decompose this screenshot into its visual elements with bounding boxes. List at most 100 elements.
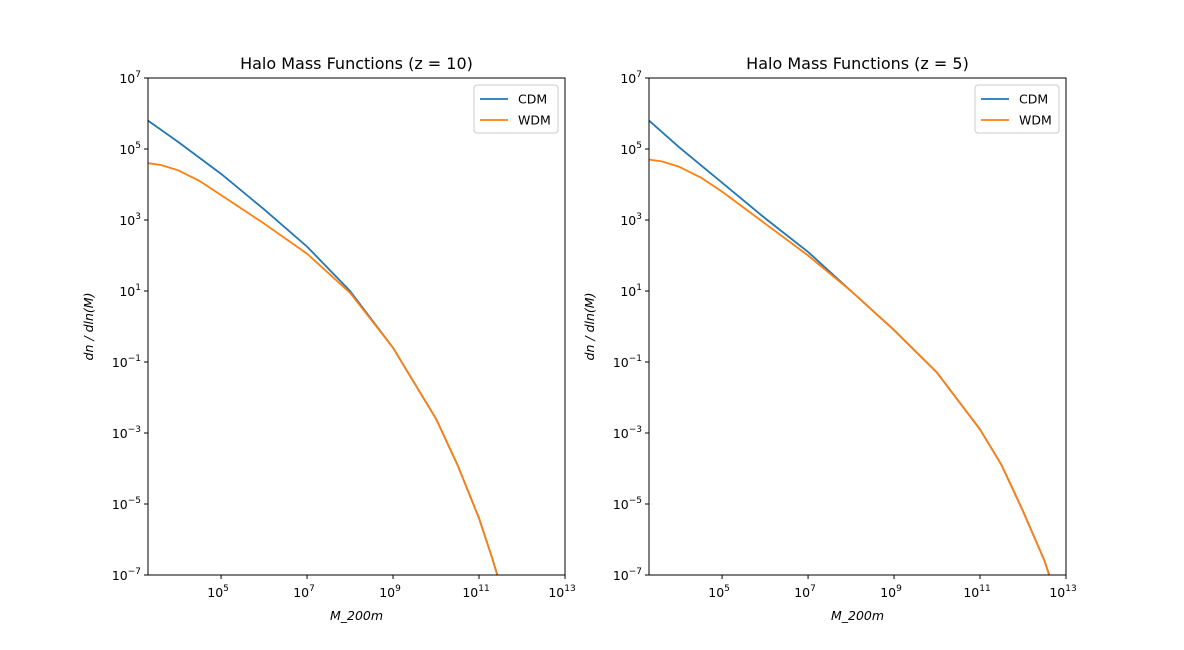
x-tick-exp: 9	[896, 584, 902, 594]
x-tick-base: 10	[880, 585, 896, 600]
series-line-cdm	[148, 119, 499, 575]
y-tick-label: 10−7	[613, 567, 642, 583]
y-tick-label: 10−5	[112, 496, 141, 512]
y-tick-label: 103	[119, 212, 141, 228]
y-tick-label: 107	[620, 70, 642, 86]
legend-label-cdm: CDM	[518, 92, 547, 107]
x-axis-label: M_200m	[330, 608, 383, 623]
x-tick-exp: 7	[810, 584, 816, 594]
x-tick-base: 10	[708, 585, 724, 600]
y-tick-label: 10−5	[613, 496, 642, 512]
x-tick-label: 1013	[1049, 584, 1076, 600]
x-tick-exp: 9	[395, 584, 401, 594]
x-tick-exp: 13	[1065, 584, 1076, 594]
y-tick-base: 10	[119, 71, 135, 86]
y-tick-exp: 7	[636, 70, 642, 80]
y-tick-exp: −1	[629, 354, 642, 364]
y-tick-label: 10−7	[112, 567, 141, 583]
x-tick-label: 109	[379, 584, 401, 600]
x-tick-base: 10	[293, 585, 309, 600]
x-tick-label: 105	[207, 584, 229, 600]
y-tick-exp: 1	[636, 283, 642, 293]
y-tick-base: 10	[620, 142, 636, 157]
y-tick-label: 101	[119, 283, 141, 299]
y-tick-exp: −3	[128, 425, 141, 435]
y-axis-label: dn / dln(M)	[81, 293, 96, 361]
y-tick-label: 10−1	[112, 354, 141, 370]
x-tick-base: 10	[462, 585, 478, 600]
x-tick-exp: 7	[309, 584, 315, 594]
chart-title: Halo Mass Functions (z = 5)	[746, 54, 969, 73]
y-tick-label: 10−3	[613, 425, 642, 441]
y-tick-exp: 3	[636, 212, 642, 222]
x-tick-exp: 11	[979, 584, 990, 594]
y-tick-base: 10	[112, 568, 128, 583]
y-tick-exp: 7	[135, 70, 141, 80]
y-tick-exp: 5	[135, 141, 141, 151]
y-tick-label: 107	[119, 70, 141, 86]
y-tick-exp: 1	[135, 283, 141, 293]
y-tick-label: 10−3	[112, 425, 141, 441]
x-tick-label: 1011	[963, 584, 990, 600]
legend-label-cdm: CDM	[1019, 92, 1048, 107]
y-tick-exp: −7	[128, 567, 141, 577]
x-tick-exp: 13	[564, 584, 575, 594]
y-tick-base: 10	[620, 284, 636, 299]
x-tick-label: 1013	[548, 584, 575, 600]
x-tick-base: 10	[207, 585, 223, 600]
y-tick-base: 10	[620, 71, 636, 86]
y-tick-label: 103	[620, 212, 642, 228]
x-tick-label: 107	[794, 584, 816, 600]
y-tick-base: 10	[620, 213, 636, 228]
series-line-wdm	[148, 162, 499, 575]
y-tick-label: 10−1	[613, 354, 642, 370]
y-tick-base: 10	[613, 497, 629, 512]
y-tick-exp: 5	[636, 141, 642, 151]
legend-box	[473, 84, 559, 134]
x-tick-label: 107	[293, 584, 315, 600]
chart-panel-1: 105 107 109 1011 101310710510310110−110−310−…	[582, 54, 1077, 623]
y-tick-exp: −7	[629, 567, 642, 577]
x-tick-base: 10	[379, 585, 395, 600]
y-tick-base: 10	[119, 142, 135, 157]
chart-panel-0: 105 107 109 1011 101310710510310110−110−310−…	[81, 54, 576, 623]
y-tick-base: 10	[613, 355, 629, 370]
series-line-cdm	[649, 119, 1051, 575]
y-axis-label: dn / dln(M)	[582, 293, 597, 361]
x-tick-exp: 5	[223, 584, 229, 594]
y-tick-exp: −3	[629, 425, 642, 435]
x-tick-base: 10	[963, 585, 979, 600]
y-tick-base: 10	[613, 426, 629, 441]
y-tick-base: 10	[119, 213, 135, 228]
y-tick-exp: −1	[128, 354, 141, 364]
y-tick-base: 10	[613, 568, 629, 583]
y-tick-base: 10	[119, 284, 135, 299]
x-tick-label: 1011	[462, 584, 489, 600]
x-tick-label: 109	[880, 584, 902, 600]
y-tick-base: 10	[112, 426, 128, 441]
x-tick-base: 10	[548, 585, 564, 600]
legend-label-wdm: WDM	[1019, 113, 1052, 128]
x-axis-label: M_200m	[831, 608, 884, 623]
y-tick-exp: −5	[128, 496, 141, 506]
x-tick-base: 10	[794, 585, 810, 600]
y-tick-base: 10	[112, 355, 128, 370]
y-tick-exp: 3	[135, 212, 141, 222]
y-tick-label: 101	[620, 283, 642, 299]
y-tick-base: 10	[112, 497, 128, 512]
y-tick-exp: −5	[629, 496, 642, 506]
series-line-wdm	[649, 158, 1051, 575]
y-tick-label: 105	[620, 141, 642, 157]
axes-frame	[648, 77, 1067, 576]
x-tick-exp: 5	[724, 584, 730, 594]
legend-box	[974, 84, 1060, 134]
legend-label-wdm: WDM	[518, 113, 551, 128]
x-tick-exp: 11	[478, 584, 489, 594]
chart-title: Halo Mass Functions (z = 10)	[240, 54, 473, 73]
y-tick-label: 105	[119, 141, 141, 157]
axes-frame	[147, 77, 566, 576]
x-tick-label: 105	[708, 584, 730, 600]
x-tick-base: 10	[1049, 585, 1065, 600]
